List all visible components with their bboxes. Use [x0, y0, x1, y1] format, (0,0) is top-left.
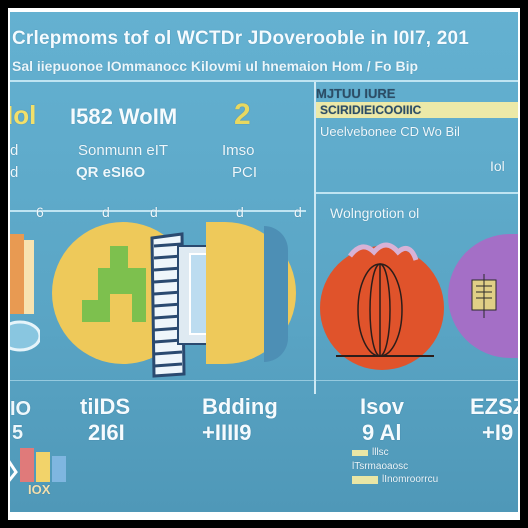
label-d: PCI: [232, 164, 258, 181]
right-header-highlight: [316, 102, 518, 118]
bottom-left-a: IO: [10, 398, 32, 420]
right-bottom-stat-a: Isov: [360, 394, 405, 419]
tick-c: d: [150, 204, 158, 220]
tick-d: d: [236, 204, 244, 220]
legend-swatch-b: [352, 476, 378, 484]
logo: [10, 442, 78, 502]
legend-line-b: lTsrmaoaosc: [352, 461, 409, 472]
label-c: Imso: [222, 142, 255, 159]
tick-e: d: [294, 204, 302, 220]
right-bottom-stat-b: 9 Al: [362, 420, 402, 445]
bottom-stat-a: tiIDS: [80, 394, 131, 419]
right-header-d: Iol: [490, 158, 505, 174]
left-edge-badge: Iol: [10, 100, 37, 130]
right-header-a: MJTUU IURE: [316, 86, 396, 101]
device-icon: [470, 274, 500, 320]
section-divider: [314, 82, 316, 394]
bottom-stat-c: Bdding: [202, 394, 278, 419]
tick-a: 6: [36, 204, 44, 220]
bottom-stat-b: 2I6I: [88, 420, 125, 445]
page-subtitle: Sal iiepuonoe IOmmanocc Kilovmi ul hnema…: [12, 58, 419, 74]
shadow-edge: [264, 226, 288, 362]
stat-main: I582 WoIM: [70, 104, 178, 129]
cylinder-icon: [10, 224, 42, 364]
legend-line-a: lllsc: [372, 447, 389, 458]
right-mid-label: Wolngrotion ol: [330, 205, 420, 221]
left-edge-label-b: d: [10, 164, 19, 181]
stat-badge: 2: [234, 98, 251, 131]
infographic-panel: Crlepmoms tof ol WCTDr JDoverooble in I0…: [10, 12, 518, 512]
page-title: Crlepmoms tof ol WCTDr JDoverooble in I0…: [12, 28, 470, 49]
bottom-left-b: 5: [12, 422, 24, 444]
right-bottom-stat-c: EZSZ: [470, 394, 518, 419]
legend-line-c: lInomroorrcu: [382, 474, 439, 485]
label-a: Sonmunn eIT: [78, 142, 169, 159]
tick-b: d: [102, 204, 110, 220]
globe-icon: [316, 230, 450, 374]
bottom-stat-d: +IIII9: [202, 420, 252, 445]
left-edge-label-a: d: [10, 142, 19, 159]
legend-swatch-a: [352, 450, 368, 456]
right-bottom-stat-d: +I9: [482, 420, 514, 445]
right-divider: [316, 192, 518, 194]
phone-icon: [70, 238, 170, 348]
bottom-divider: [10, 380, 518, 381]
right-header-c: Ueelvebonee CD Wo Bil: [320, 124, 460, 139]
header-divider: [10, 80, 518, 82]
right-header-b: SCIRIDIEICOOIIIC: [320, 103, 422, 117]
label-b: QR eSI6O: [76, 164, 146, 181]
logo-text: IOX: [28, 482, 51, 497]
tick-row-line: [10, 210, 306, 212]
